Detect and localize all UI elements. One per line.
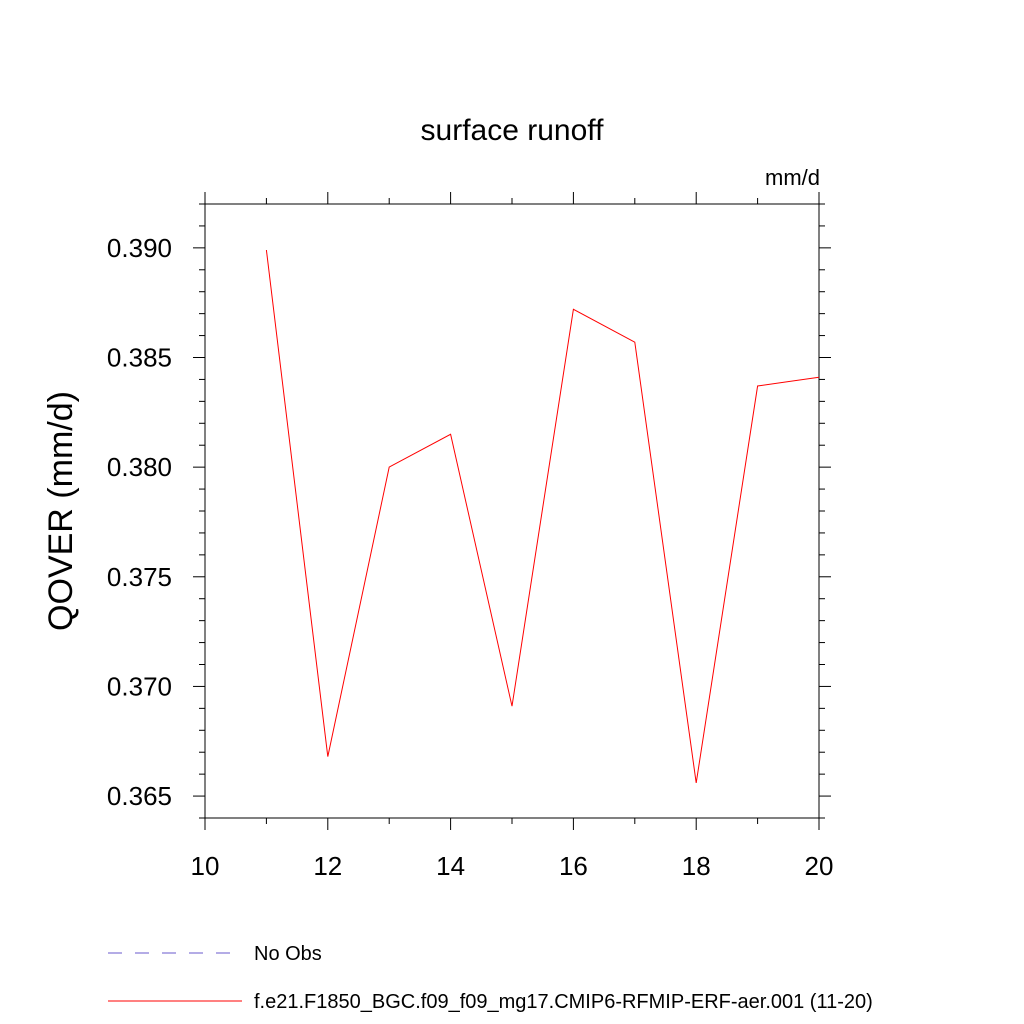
y-axis-label: QOVER (mm/d)	[42, 391, 80, 631]
plot-frame	[204, 203, 820, 819]
x-tick-label: 14	[436, 851, 465, 881]
x-tick-label: 18	[682, 851, 711, 881]
chart-title: surface runoff	[421, 114, 605, 147]
legend-label: No Obs	[254, 943, 322, 965]
legend: No Obs f.e21.F1850_BGC.f09_f09_mg17.CMIP6…	[108, 943, 873, 1013]
y-tick-label: 0.380	[107, 452, 172, 482]
x-tick-label: 10	[191, 851, 220, 881]
y-tick-label: 0.375	[107, 562, 172, 592]
axis-ticks: 10 12 14 16 18 20 0.365 0.370 0.375 0.380 0.385 0.3…	[107, 192, 834, 881]
y-tick-label: 0.365	[107, 781, 172, 811]
x-tick-label: 12	[313, 851, 342, 881]
y-tick-label: 0.370	[107, 671, 172, 701]
y-tick-label: 0.385	[107, 343, 172, 373]
x-tick-label: 16	[559, 851, 588, 881]
series-layer	[265, 249, 820, 783]
units-label: mm/d	[765, 165, 820, 190]
x-tick-label: 20	[805, 851, 834, 881]
series-line	[265, 249, 820, 783]
y-tick-label: 0.390	[107, 233, 172, 263]
legend-label: f.e21.F1850_BGC.f09_f09_mg17.CMIP6-RFMIP…	[254, 991, 873, 1013]
